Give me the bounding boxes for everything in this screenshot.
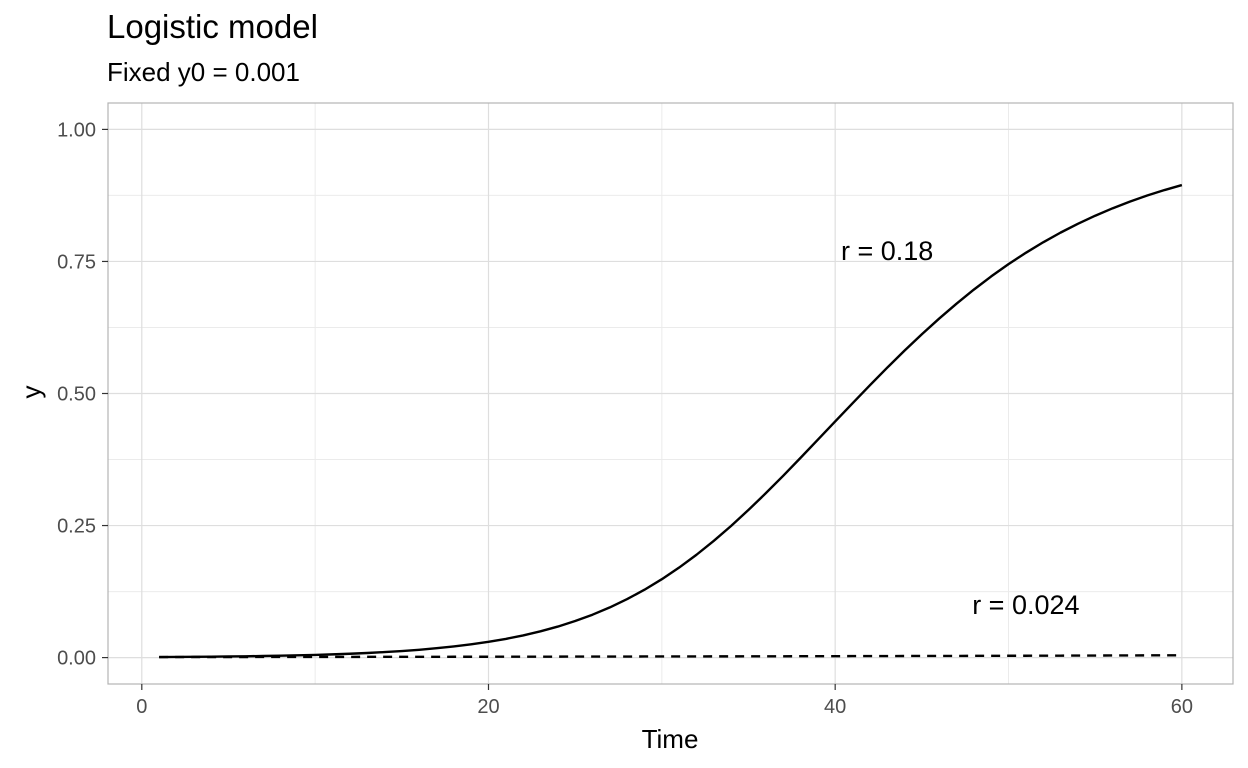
x-tick-label: 60 [1171,696,1193,718]
annotation-label-0: r = 0.18 [841,236,933,266]
x-tick-label: 20 [477,696,499,718]
y-tick-label: 0.50 [57,384,96,406]
x-tick-label: 40 [824,696,846,718]
x-tick-label: 0 [136,696,147,718]
y-axis-title: y [16,386,46,399]
chart-title: Logistic model [107,8,318,45]
chart-subtitle: Fixed y0 = 0.001 [107,57,300,87]
y-tick-label: 0.00 [57,648,96,670]
x-axis-title: Time [642,724,699,754]
y-tick-label: 1.00 [57,119,96,141]
y-tick-label: 0.25 [57,516,96,538]
series-line-0 [159,183,1183,659]
annotation-label-1: r = 0.024 [972,590,1079,620]
series-line-1 [159,654,1182,659]
y-tick-label: 0.75 [57,251,96,273]
